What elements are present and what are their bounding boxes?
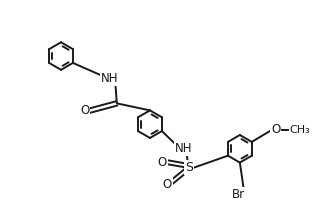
Text: O: O [162, 178, 172, 191]
Text: O: O [80, 104, 89, 118]
Text: CH₃: CH₃ [290, 125, 310, 135]
Text: O: O [271, 123, 280, 136]
Text: O: O [158, 155, 167, 169]
Text: NH: NH [100, 72, 118, 85]
Text: Br: Br [231, 188, 244, 201]
Text: NH: NH [175, 142, 193, 155]
Text: S: S [185, 161, 193, 174]
